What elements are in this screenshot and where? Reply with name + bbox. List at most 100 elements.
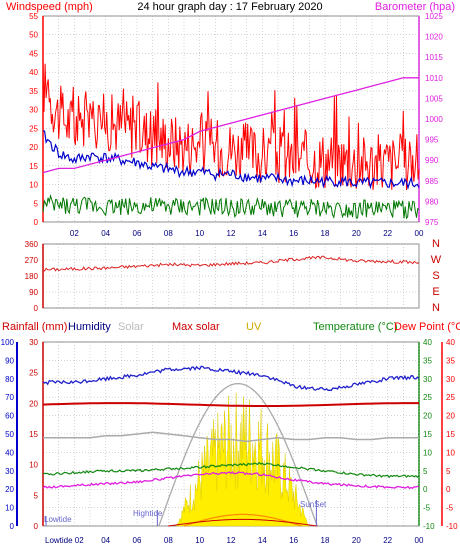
- lower-time-label: 14: [258, 536, 267, 545]
- windspeed-axis-label: Windspeed (mph): [6, 1, 93, 13]
- wind-time-label: 00: [415, 229, 424, 238]
- direction-compass-label: E: [432, 286, 439, 298]
- wind-time-label: 12: [227, 229, 236, 238]
- humidity-tick-label: 25: [29, 369, 38, 378]
- lower-time-label: 22: [383, 536, 392, 545]
- direction-tick-label: 0: [34, 304, 39, 313]
- direction-tick-label: 90: [29, 288, 38, 297]
- barometer-tick-label: 995: [425, 136, 439, 145]
- wind-time-label: 06: [133, 229, 142, 238]
- solar-fill: [175, 392, 310, 527]
- wind-tick-label: 25: [29, 124, 38, 133]
- direction-tick-label: 360: [25, 240, 39, 249]
- legend-4: UV: [246, 321, 262, 333]
- rain-tick-label: 100: [1, 338, 15, 347]
- lower-time-label: 10: [195, 536, 204, 545]
- barometer-tick-label: 990: [425, 156, 439, 165]
- barometer-tick-label: 980: [425, 197, 439, 206]
- wind-tick-label: 30: [29, 106, 38, 115]
- rain-tick-label: 90: [5, 356, 14, 365]
- barometer-tick-label: 1015: [425, 53, 443, 62]
- direction-compass-label: N: [432, 302, 440, 314]
- windspeed-average-line: [42, 130, 420, 190]
- annotation-lowtide: Lowtide: [44, 515, 72, 524]
- wind-tick-label: 45: [29, 49, 38, 58]
- wind-tick-label: 0: [34, 218, 39, 227]
- direction-compass-label: S: [432, 270, 439, 282]
- dewpoint-tick-label: 15: [446, 430, 455, 439]
- temperature-tick-label: 30: [423, 375, 432, 384]
- barometer-axis-label: Barometer (hpa): [375, 1, 455, 13]
- wind-tick-label: 5: [34, 199, 39, 208]
- temperature-tick-label: 5: [423, 467, 428, 476]
- wind-tick-label: 50: [29, 31, 38, 40]
- dewpoint-tick-label: 30: [446, 375, 455, 384]
- temperature-tick-label: -10: [423, 522, 435, 531]
- red-reference-line: [42, 402, 419, 407]
- rain-tick-label: 40: [5, 448, 14, 457]
- lower-time-label: 08: [164, 536, 173, 545]
- wind-time-label: 04: [101, 229, 110, 238]
- wind-time-label: 10: [195, 229, 204, 238]
- direction-compass-label: N: [432, 238, 440, 250]
- wind-time-label: 22: [383, 229, 392, 238]
- wind-tick-label: 15: [29, 162, 38, 171]
- dewpoint-tick-label: 35: [446, 356, 455, 365]
- grey-step-line: [43, 431, 419, 443]
- temperature-tick-label: 10: [423, 448, 432, 457]
- windgust-line: [42, 60, 420, 191]
- lower-time-label: 20: [352, 536, 361, 545]
- wind-time-label: 08: [164, 229, 173, 238]
- legend-3: Max solar: [172, 321, 220, 333]
- annotation-hightide: Hightide: [133, 509, 163, 518]
- wind-time-label: 14: [258, 229, 267, 238]
- solar-max-curve: [158, 382, 318, 527]
- direction-line: [42, 255, 420, 272]
- wind-tick-label: 40: [29, 68, 38, 77]
- humidity-tick-label: 5: [34, 491, 39, 500]
- wind-tick-label: 10: [29, 181, 38, 190]
- max-solar-line: [168, 518, 318, 527]
- direction-tick-label: 180: [25, 272, 39, 281]
- temperature-tick-label: 20: [423, 412, 432, 421]
- uv-line: [183, 513, 302, 527]
- lower-time-label: 16: [289, 536, 298, 545]
- rain-tick-label: 0: [10, 522, 15, 531]
- humidity-line: [42, 365, 420, 392]
- direction-tick-label: 270: [25, 256, 39, 265]
- temperature-tick-label: 25: [423, 393, 432, 402]
- temperature-line: [42, 461, 420, 479]
- lower-time-label: 04: [101, 536, 110, 545]
- rain-tick-label: 70: [5, 393, 14, 402]
- rain-tick-label: 30: [5, 467, 14, 476]
- rain-tick-label: 10: [5, 504, 14, 513]
- barometer-tick-label: 985: [425, 177, 439, 186]
- humidity-tick-label: 10: [29, 461, 38, 470]
- lower-time-label: 06: [133, 536, 142, 545]
- wind-time-label: 20: [352, 229, 361, 238]
- legend-5: Temperature (°C): [313, 321, 397, 333]
- humidity-tick-label: 15: [29, 430, 38, 439]
- dewpoint-tick-label: 10: [446, 448, 455, 457]
- wind-time-label: 02: [70, 229, 79, 238]
- temperature-tick-label: -5: [423, 504, 431, 513]
- legend-0: Rainfall (mm): [2, 321, 67, 333]
- dewpoint-line: [42, 471, 420, 490]
- barometer-tick-label: 1010: [425, 74, 443, 83]
- rain-tick-label: 20: [5, 485, 14, 494]
- dewpoint-tick-label: 40: [446, 338, 455, 347]
- dewpoint-tick-label: 0: [446, 485, 451, 494]
- rain-tick-label: 80: [5, 375, 14, 384]
- legend-2: Solar: [118, 321, 144, 333]
- temperature-tick-label: 15: [423, 430, 432, 439]
- wind-tick-label: 55: [29, 12, 38, 21]
- wind-tick-label: 20: [29, 143, 38, 152]
- wind-tick-label: 35: [29, 87, 38, 96]
- lower-time-label: 00: [415, 536, 424, 545]
- dewpoint-tick-label: -10: [446, 522, 458, 531]
- barometer-tick-label: 1025: [425, 12, 443, 21]
- barometer-tick-label: 1005: [425, 94, 443, 103]
- wind-time-label: 16: [289, 229, 298, 238]
